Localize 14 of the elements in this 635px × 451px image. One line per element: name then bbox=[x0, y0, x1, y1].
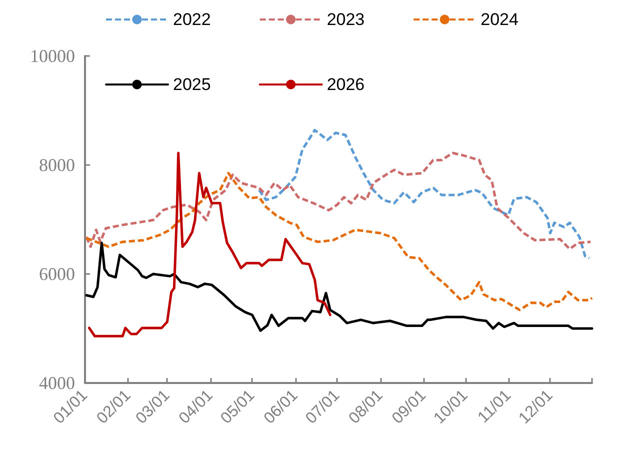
legend-label: 2023 bbox=[326, 10, 365, 29]
y-tick-label: 6000 bbox=[39, 264, 75, 284]
y-tick-label: 10000 bbox=[30, 46, 75, 66]
legend-label: 2022 bbox=[173, 10, 211, 29]
y-tick-label: 4000 bbox=[39, 373, 75, 393]
line-series bbox=[85, 242, 594, 332]
line-series bbox=[85, 152, 592, 250]
line-series bbox=[88, 152, 332, 338]
legend-label: 2026 bbox=[326, 75, 365, 94]
line-series bbox=[258, 128, 590, 260]
legend-label: 2025 bbox=[173, 75, 211, 94]
legend-label: 2024 bbox=[480, 10, 518, 29]
line-series bbox=[85, 172, 594, 312]
y-tick-label: 8000 bbox=[39, 155, 75, 175]
